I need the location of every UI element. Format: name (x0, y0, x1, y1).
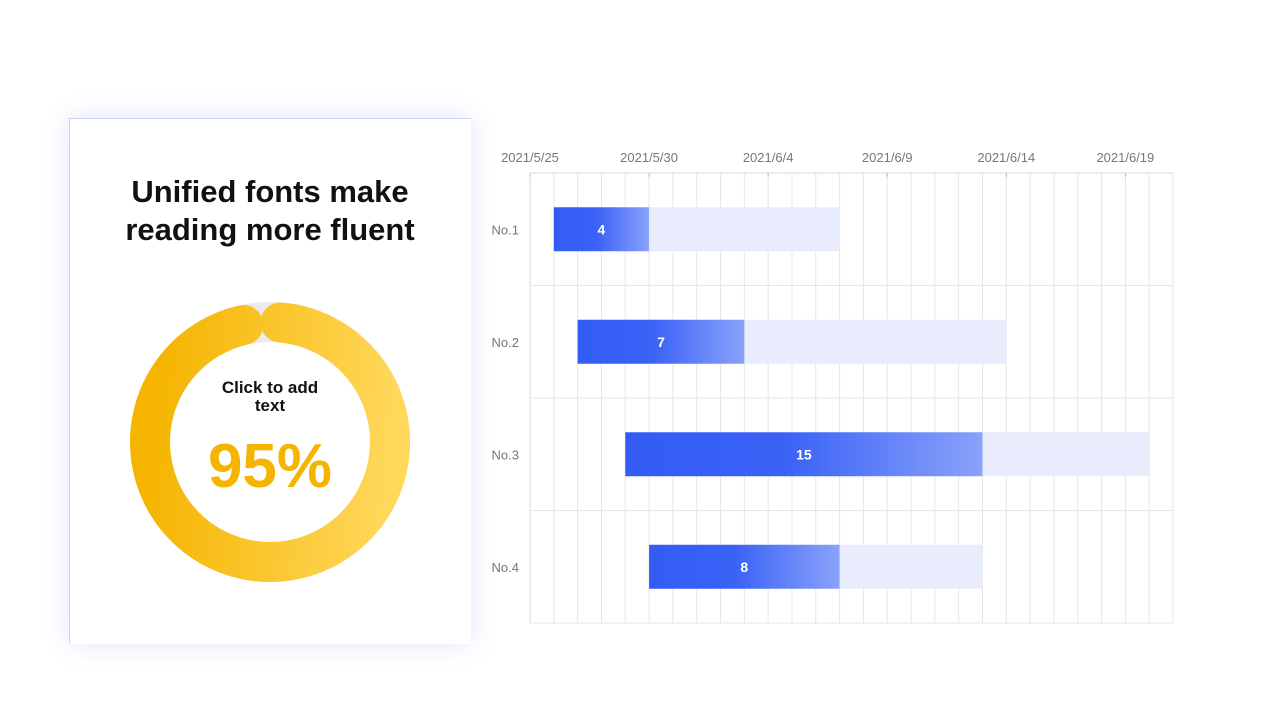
remaining-bar[interactable] (744, 319, 1007, 364)
donut-progress-arc (130, 302, 410, 582)
card-title-line-2: reading more fluent (125, 212, 415, 247)
x-tick-label: 2021/6/9 (862, 150, 913, 165)
bar-value-label: 15 (796, 446, 812, 462)
progress-card: Unified fonts make reading more fluent C… (69, 118, 471, 644)
completed-bar[interactable] (649, 544, 840, 589)
x-tick-label: 2021/6/19 (1096, 150, 1154, 165)
category-label: No.3 (492, 447, 519, 462)
card-title: Unified fonts make reading more fluent (70, 173, 470, 249)
gantt-bars (553, 207, 1150, 589)
gantt-chart: 2021/5/25 2021/5/30 2021/6/4 2021/6/9 2021/6… (492, 150, 1174, 624)
x-tick-label: 2021/5/25 (501, 150, 559, 165)
bar-value-label: 8 (740, 559, 748, 575)
donut-percentage: 95% (207, 432, 333, 501)
donut-label[interactable]: Click to add text (221, 378, 319, 415)
category-label: No.1 (492, 222, 519, 237)
bar-value-label: 4 (598, 221, 606, 237)
completed-bar[interactable] (577, 319, 745, 364)
x-tick-label: 2021/6/4 (743, 150, 794, 165)
remaining-bar[interactable] (649, 207, 840, 252)
category-label: No.4 (492, 560, 519, 575)
category-label: No.2 (492, 335, 519, 350)
progress-donut (130, 302, 410, 582)
completed-bar[interactable] (625, 432, 983, 477)
completed-bar[interactable] (553, 207, 650, 252)
x-tick-label: 2021/5/30 (620, 150, 678, 165)
remaining-bar[interactable] (982, 432, 1150, 477)
gantt-labels: 2021/5/25 2021/5/30 2021/6/4 2021/6/9 2021/6… (492, 150, 1155, 575)
card-title-line-1: Unified fonts make (131, 174, 409, 209)
remaining-bar[interactable] (839, 544, 983, 589)
x-tick-label: 2021/6/14 (977, 150, 1035, 165)
bar-value-label: 7 (657, 334, 665, 350)
